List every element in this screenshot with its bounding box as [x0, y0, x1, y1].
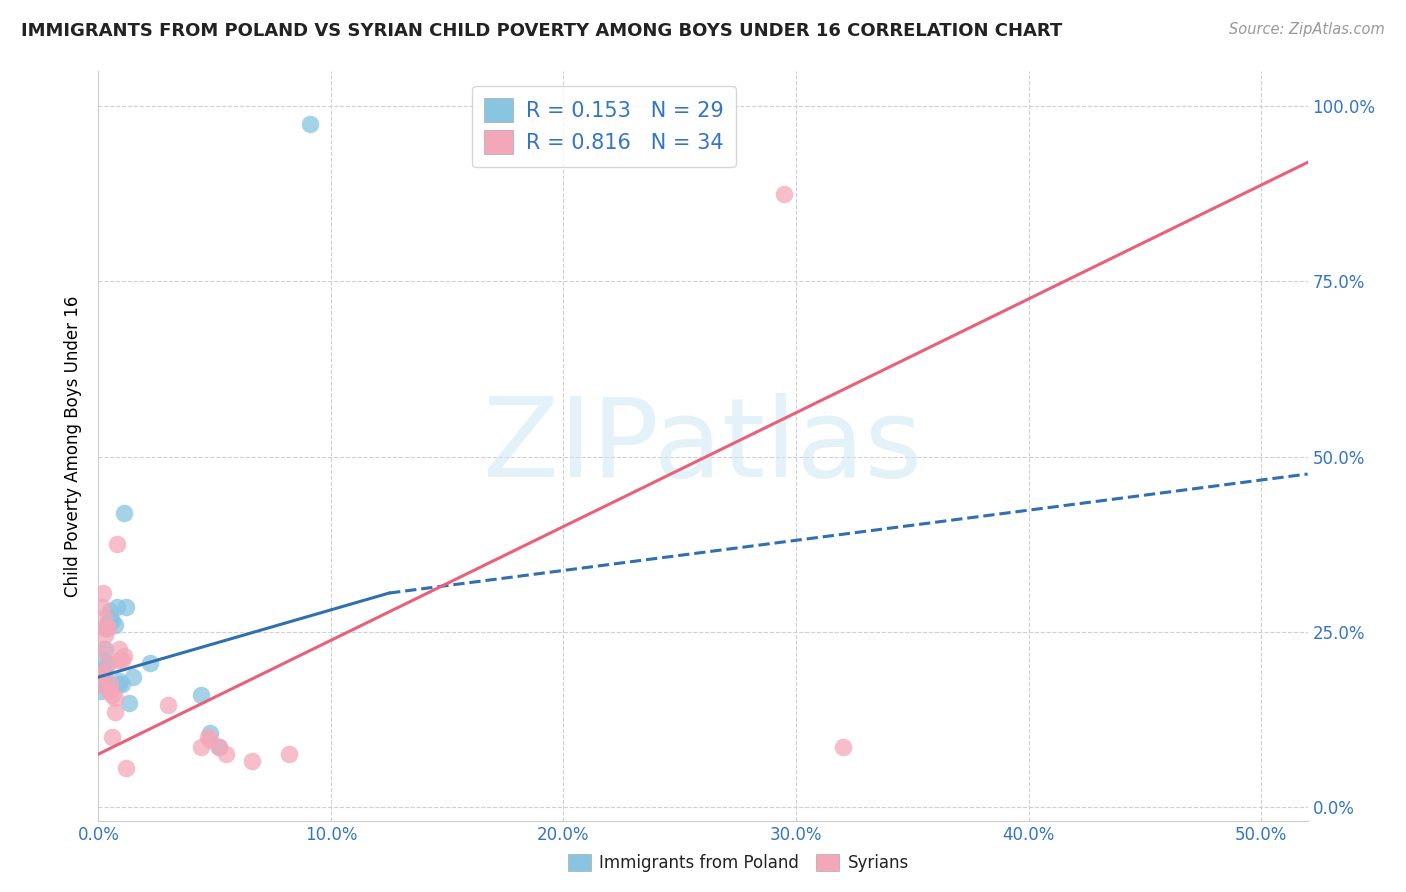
Point	[208, 740, 231, 755]
Point	[90, 600, 112, 615]
Point	[198, 726, 221, 740]
Point	[104, 705, 127, 719]
Point	[98, 684, 121, 698]
Point	[90, 684, 112, 698]
Point	[91, 586, 114, 600]
Point	[89, 677, 111, 691]
Point	[278, 747, 301, 761]
Point	[91, 652, 114, 666]
Point	[104, 691, 127, 706]
Point	[118, 696, 141, 710]
Point	[101, 730, 124, 744]
Point	[90, 666, 112, 681]
Point	[299, 117, 322, 131]
Point	[240, 754, 263, 768]
Point	[97, 677, 120, 691]
Point	[831, 740, 853, 755]
Point	[93, 610, 115, 624]
Point	[215, 747, 238, 761]
Point	[190, 740, 212, 755]
Point	[97, 684, 120, 698]
Point	[91, 663, 114, 677]
Point	[94, 621, 117, 635]
Point	[94, 642, 117, 657]
Point	[105, 600, 128, 615]
Point	[138, 656, 160, 670]
Point	[111, 677, 134, 691]
Text: IMMIGRANTS FROM POLAND VS SYRIAN CHILD POVERTY AMONG BOYS UNDER 16 CORRELATION C: IMMIGRANTS FROM POLAND VS SYRIAN CHILD P…	[21, 22, 1063, 40]
Y-axis label: Child Poverty Among Boys Under 16: Child Poverty Among Boys Under 16	[65, 295, 83, 597]
Point	[115, 761, 138, 775]
Point	[157, 698, 180, 712]
Point	[197, 730, 219, 744]
Point	[198, 733, 221, 747]
Point	[91, 642, 114, 657]
Point	[90, 666, 112, 681]
Point	[98, 610, 121, 624]
Legend: R = 0.153   N = 29, R = 0.816   N = 34: R = 0.153 N = 29, R = 0.816 N = 34	[471, 86, 735, 167]
Point	[208, 740, 231, 755]
Point	[773, 186, 796, 201]
Point	[112, 506, 135, 520]
Point	[105, 537, 128, 551]
Point	[97, 614, 120, 628]
Point	[101, 614, 124, 628]
Point	[104, 617, 127, 632]
Point	[112, 649, 135, 664]
Point	[94, 621, 117, 635]
Legend: Immigrants from Poland, Syrians: Immigrants from Poland, Syrians	[560, 846, 917, 880]
Point	[94, 628, 117, 642]
Point	[115, 600, 138, 615]
Point	[97, 656, 120, 670]
Point	[111, 652, 134, 666]
Point	[190, 688, 212, 702]
Point	[108, 673, 131, 688]
Point	[98, 603, 121, 617]
Text: ZIPatlas: ZIPatlas	[484, 392, 922, 500]
Point	[89, 677, 111, 691]
Point	[108, 677, 131, 691]
Text: Source: ZipAtlas.com: Source: ZipAtlas.com	[1229, 22, 1385, 37]
Point	[97, 656, 120, 670]
Point	[101, 688, 124, 702]
Point	[122, 670, 145, 684]
Point	[108, 652, 131, 666]
Point	[98, 677, 121, 691]
Point	[97, 621, 120, 635]
Point	[108, 642, 131, 657]
Point	[90, 666, 112, 681]
Point	[96, 617, 118, 632]
Point	[93, 666, 115, 681]
